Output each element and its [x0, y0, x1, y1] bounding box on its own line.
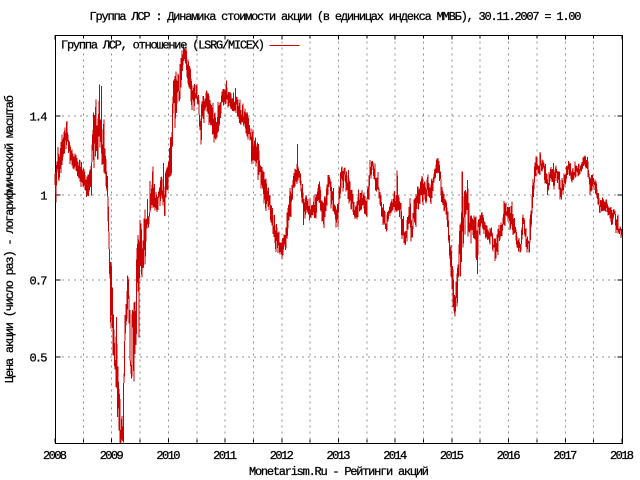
svg-text:Monetarism.Ru - Рейтинги акций: Monetarism.Ru - Рейтинги акций: [249, 465, 429, 479]
svg-text:1: 1: [40, 190, 47, 204]
svg-text:2012: 2012: [270, 449, 294, 463]
svg-text:2016: 2016: [497, 449, 521, 463]
svg-text:2010: 2010: [156, 449, 180, 463]
svg-text:2011: 2011: [213, 449, 237, 463]
svg-text:0.7: 0.7: [30, 275, 48, 289]
svg-text:2014: 2014: [383, 449, 407, 463]
svg-text:2018: 2018: [610, 449, 634, 463]
svg-text:Группа ЛСР : Динамика стоимост: Группа ЛСР : Динамика стоимости акции (в…: [90, 10, 582, 24]
svg-text:Группа ЛСР, отношение (LSRG/MI: Группа ЛСР, отношение (LSRG/MICEX): [61, 39, 265, 53]
svg-text:2013: 2013: [327, 449, 351, 463]
svg-text:2008: 2008: [43, 449, 67, 463]
svg-text:Цена акции (число раз) - логар: Цена акции (число раз) - логарифмический…: [3, 95, 17, 383]
svg-text:2015: 2015: [440, 449, 464, 463]
svg-text:1.4: 1.4: [30, 111, 48, 125]
svg-text:2017: 2017: [553, 449, 577, 463]
svg-text:0.5: 0.5: [30, 352, 48, 366]
svg-text:2009: 2009: [100, 449, 124, 463]
